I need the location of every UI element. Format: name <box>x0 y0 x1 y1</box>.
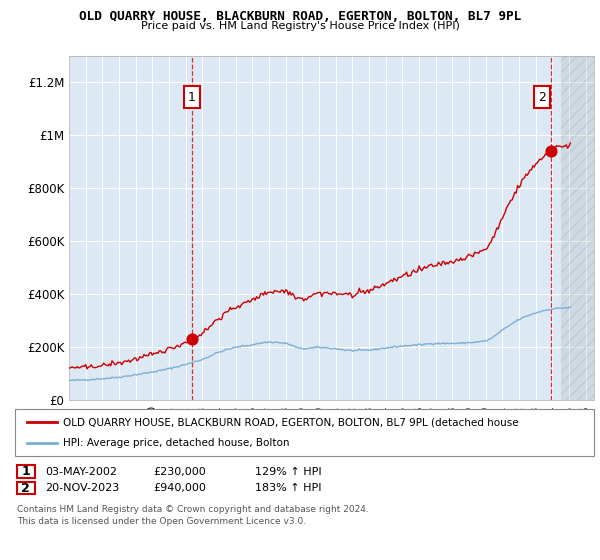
Text: OLD QUARRY HOUSE, BLACKBURN ROAD, EGERTON, BOLTON, BL7 9PL: OLD QUARRY HOUSE, BLACKBURN ROAD, EGERTO… <box>79 10 521 23</box>
Text: Contains HM Land Registry data © Crown copyright and database right 2024.
This d: Contains HM Land Registry data © Crown c… <box>17 505 368 526</box>
Text: 129% ↑ HPI: 129% ↑ HPI <box>255 466 322 477</box>
Text: £940,000: £940,000 <box>153 483 206 493</box>
Text: £230,000: £230,000 <box>153 466 206 477</box>
Text: Price paid vs. HM Land Registry's House Price Index (HPI): Price paid vs. HM Land Registry's House … <box>140 21 460 31</box>
Point <box>546 147 556 156</box>
Text: 2: 2 <box>22 482 30 495</box>
Text: HPI: Average price, detached house, Bolton: HPI: Average price, detached house, Bolt… <box>63 438 290 448</box>
Point <box>187 335 197 344</box>
Text: 1: 1 <box>22 465 30 478</box>
Text: 2: 2 <box>538 91 546 104</box>
Bar <box>560 56 594 400</box>
Text: 03-MAY-2002: 03-MAY-2002 <box>45 466 117 477</box>
Text: 20-NOV-2023: 20-NOV-2023 <box>45 483 119 493</box>
Text: 1: 1 <box>188 91 196 104</box>
Text: OLD QUARRY HOUSE, BLACKBURN ROAD, EGERTON, BOLTON, BL7 9PL (detached house: OLD QUARRY HOUSE, BLACKBURN ROAD, EGERTO… <box>63 417 518 427</box>
Text: 183% ↑ HPI: 183% ↑ HPI <box>255 483 322 493</box>
